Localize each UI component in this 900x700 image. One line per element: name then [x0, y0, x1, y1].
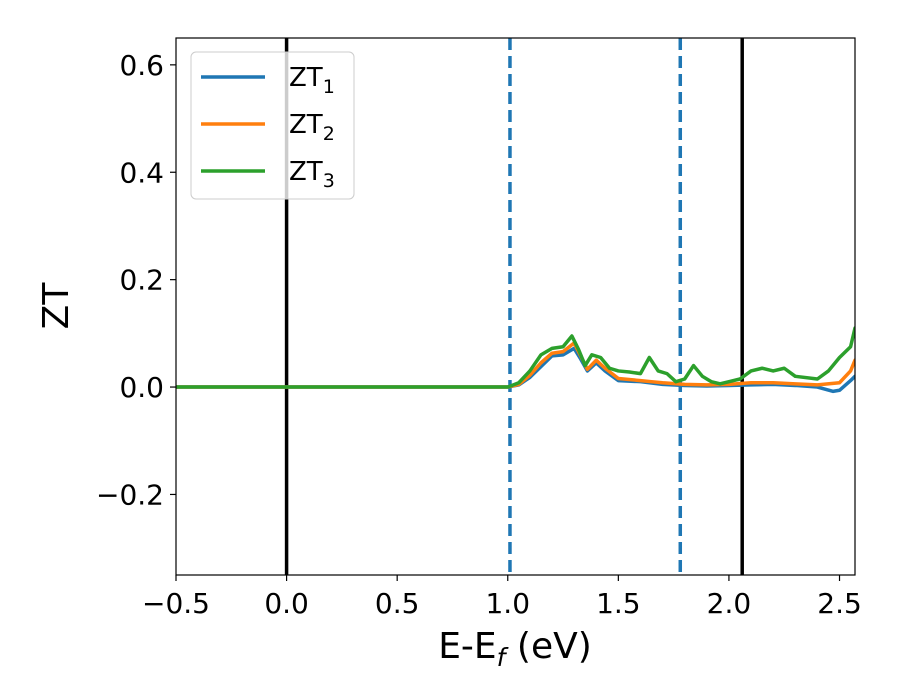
series-line-zt3 [176, 326, 855, 389]
y-tick-label: 0.0 [119, 371, 164, 404]
plot-frame [175, 37, 856, 576]
y-tick-label: 0.2 [119, 264, 164, 297]
x-tick-label: 2.0 [707, 587, 752, 620]
x-axis-label: E-Ef (eV) [438, 626, 592, 672]
legend-label-zt2: ZT2 [289, 110, 335, 145]
x-tick-label: 2.5 [817, 587, 862, 620]
y-tick-label: 0.6 [119, 49, 164, 82]
y-tick-label: 0.4 [119, 156, 164, 189]
series-lines [176, 326, 855, 394]
legend-label-zt3: ZT3 [289, 157, 335, 192]
series-line-zt2 [176, 341, 855, 389]
x-tick-label: 1.0 [485, 587, 530, 620]
x-tick-label: 0.5 [375, 587, 420, 620]
y-axis-label: ZT [36, 282, 77, 330]
legend: ZT1 ZT2 ZT3 [190, 51, 355, 200]
y-axis: −0.2 0.0 0.2 0.4 0.6 [96, 49, 176, 511]
x-tick-label: −0.5 [142, 587, 210, 620]
legend-frame [190, 51, 355, 200]
x-tick-label: 1.5 [596, 587, 641, 620]
legend-label-zt1: ZT1 [289, 63, 335, 98]
x-axis: −0.5 0.0 0.5 1.0 1.5 2.0 2.5 [142, 575, 862, 620]
y-tick-label: −0.2 [96, 478, 164, 511]
x-tick-label: 0.0 [264, 587, 309, 620]
